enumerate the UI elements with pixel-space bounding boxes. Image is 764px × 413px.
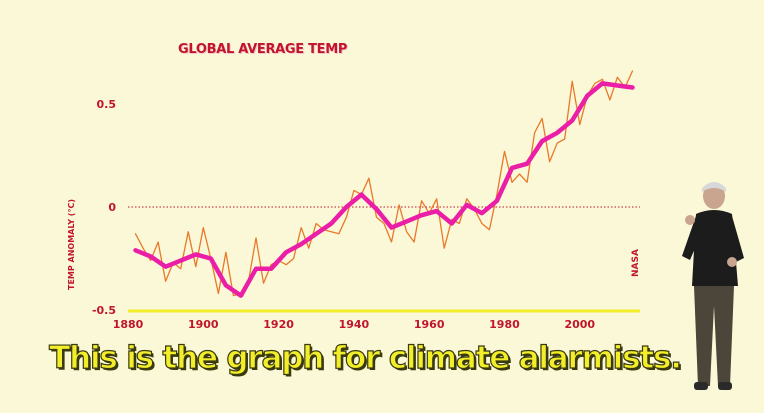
smoothed-trend-line	[133, 81, 635, 298]
x-tick-label: 1980	[489, 318, 520, 331]
x-tick-labels: 1880 1900 1920 1940 1960 1980 2000	[113, 318, 596, 331]
x-tick-label: 1940	[339, 318, 370, 331]
x-tick-label: 2000	[564, 318, 595, 331]
annual-anomaly-line	[134, 70, 634, 297]
y-tick-label: -0.5	[92, 304, 116, 317]
presenter-figure	[682, 182, 744, 390]
subtitle-caption: This is the graph for climate alarmists.	[49, 339, 683, 376]
x-tick-label: 1960	[414, 318, 445, 331]
chart-title: GLOBAL AVERAGE TEMP	[178, 42, 348, 57]
y-tick-label: 0.5	[97, 98, 117, 111]
y-tick-label: 0	[108, 201, 116, 214]
x-tick-label: 1920	[263, 318, 294, 331]
source-label: NASA	[630, 249, 641, 277]
y-axis-label: TEMP ANOMALY (°C)	[66, 199, 76, 290]
x-tick-label: 1900	[188, 318, 219, 331]
y-tick-labels: 0.5 0 -0.5	[92, 98, 116, 317]
series-lines	[133, 70, 635, 298]
x-tick-label: 1880	[113, 318, 144, 331]
